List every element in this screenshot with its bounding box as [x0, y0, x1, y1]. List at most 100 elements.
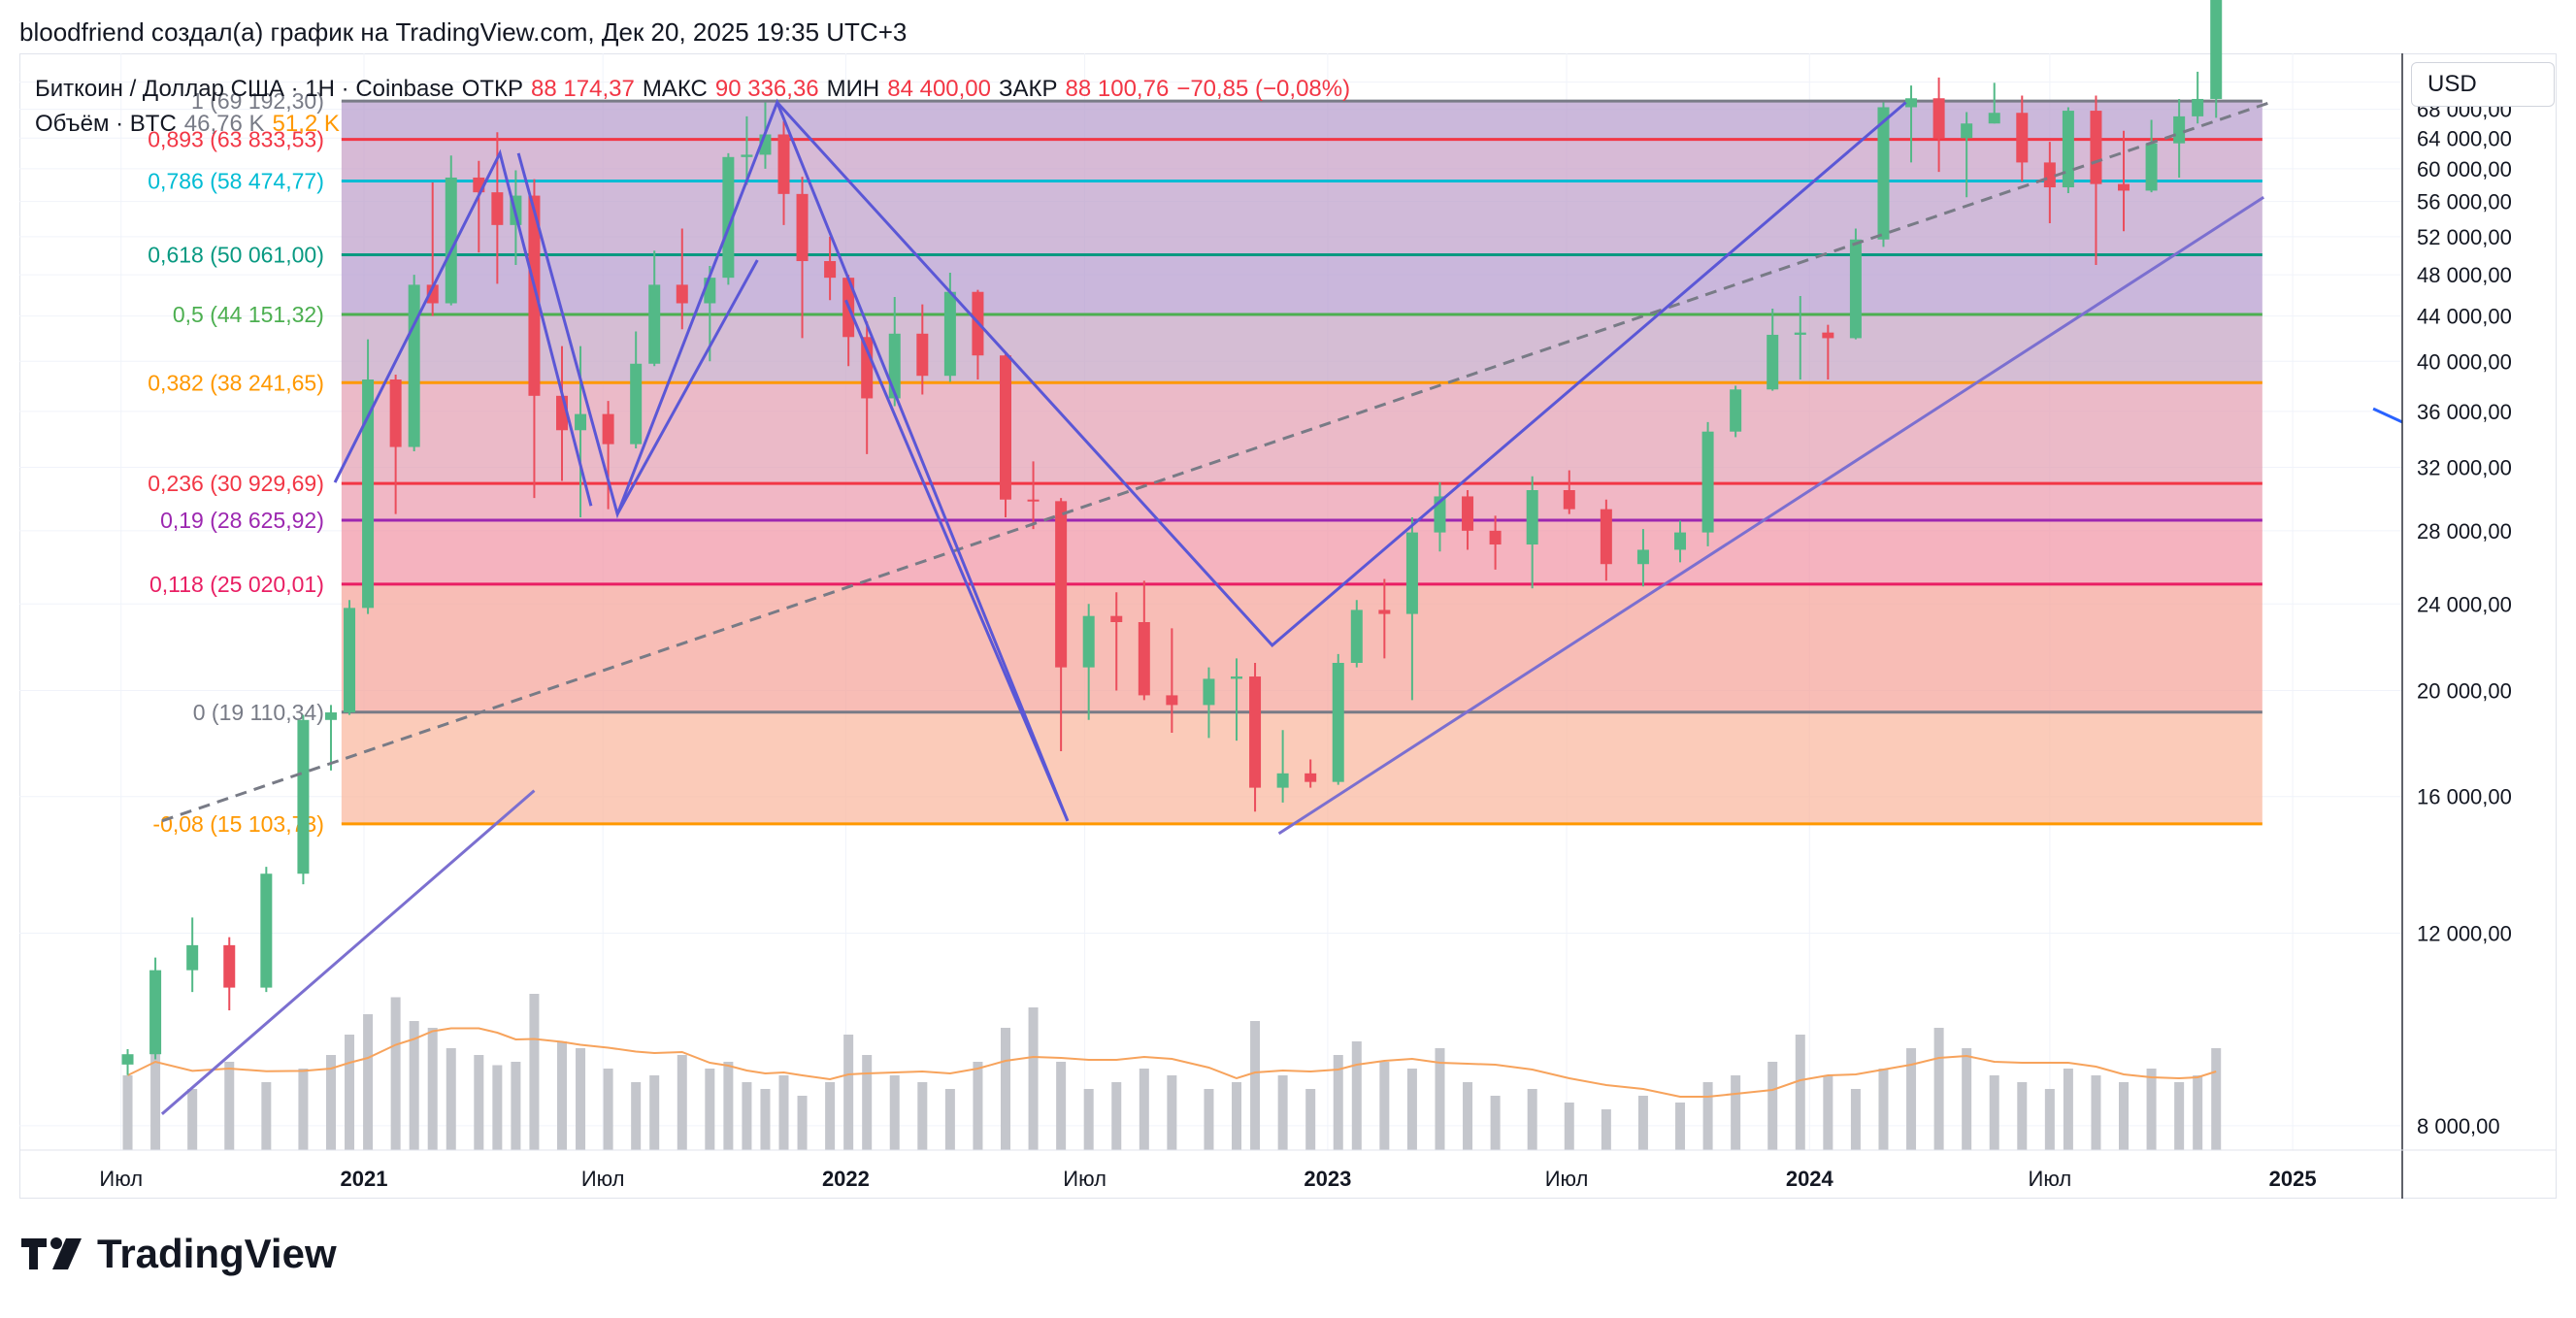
volume-bar: [1850, 1089, 1861, 1150]
candle-body: [2173, 115, 2186, 144]
fib-retracement: 1 (69 192,30) 0,893 (63 833,53) 0,786 (58 …: [148, 88, 2262, 837]
volume-bar: [511, 1062, 521, 1150]
fib-zone: [341, 313, 2262, 383]
volume-bar: [825, 1082, 836, 1150]
y-tick-label: 52 000,00: [2417, 225, 2512, 249]
volume-bar: [889, 1075, 900, 1150]
candle-body: [297, 719, 310, 874]
symbol-name[interactable]: Биткоин / Доллар США · 1Н · Coinbase: [35, 76, 454, 102]
open-label: ОТКР: [461, 76, 524, 102]
candle-body: [344, 608, 356, 713]
y-tick-label: 20 000,00: [2417, 679, 2512, 704]
candle-body: [1055, 501, 1068, 668]
candle-body: [2192, 98, 2204, 116]
candle-body: [2016, 113, 2029, 163]
x-tick-label: Июл: [581, 1167, 625, 1191]
volume-row: Объём · BTC 46,76 K 51,2 K: [35, 107, 1350, 142]
volume-bar: [557, 1041, 568, 1150]
pattern-leg: [776, 101, 1907, 647]
fib-zone: [341, 139, 2262, 181]
candle-body: [1405, 532, 1418, 614]
candle-body: [722, 156, 735, 279]
candle-body: [389, 379, 402, 447]
x-tick-label: 2022: [822, 1167, 870, 1191]
volume-bar: [843, 1035, 854, 1150]
candle-body: [1822, 332, 1834, 339]
volume-bar: [723, 1062, 734, 1150]
candle-body: [741, 154, 753, 157]
volume-bar: [2044, 1089, 2055, 1150]
fib-level-label: 0,618 (50 061,00): [148, 243, 324, 268]
pattern-leg: [333, 148, 593, 507]
pattern-leg: [844, 299, 1070, 822]
candle-body: [1082, 615, 1095, 668]
candle-body: [2043, 162, 2056, 188]
volume-ma-line: [127, 1027, 2217, 1098]
change-value: −70,85 (−0,08%): [1176, 76, 1351, 102]
volume-bar: [2017, 1082, 2028, 1150]
candle-body: [1305, 773, 1317, 782]
volume-bar: [409, 1021, 419, 1150]
volume-bar: [677, 1055, 687, 1150]
volume-bar: [1731, 1075, 1741, 1150]
volume-bar: [1490, 1096, 1501, 1150]
volume-bar: [2193, 1075, 2203, 1150]
candle-body: [916, 333, 929, 377]
candle-body: [1138, 621, 1150, 696]
candle-body: [1350, 610, 1363, 663]
volume-bar: [122, 1075, 133, 1150]
y-tick-label: 24 000,00: [2417, 592, 2512, 616]
candle-body: [1000, 355, 1012, 500]
fib-zone: [341, 711, 2262, 824]
x-tick-label: 2025: [2269, 1167, 2317, 1191]
volume-bar: [224, 1062, 235, 1150]
volume-bar: [1463, 1082, 1473, 1150]
candle-body: [1932, 98, 1945, 139]
volume-label[interactable]: Объём · BTC: [35, 111, 177, 137]
volume-bar: [1305, 1089, 1316, 1150]
volume-bar: [390, 997, 401, 1150]
fib-level-label: 0,236 (30 929,69): [148, 471, 324, 496]
volume-bar: [1675, 1103, 1686, 1150]
volume-bar: [1028, 1007, 1039, 1150]
candle-body: [824, 261, 837, 279]
candle-body: [2145, 143, 2158, 191]
volume-bar: [1878, 1069, 1889, 1150]
y-tick-label: 8 000,00: [2417, 1114, 2500, 1138]
volume-bar: [797, 1096, 808, 1150]
volume-bar: [1702, 1082, 1713, 1150]
symbol-row: Биткоин / Доллар США · 1Н · Coinbase ОТК…: [35, 72, 1350, 107]
candle-body: [861, 337, 874, 399]
volume-bar: [1933, 1028, 1944, 1150]
volume-bar: [631, 1082, 642, 1150]
dashed-trend-line: [161, 101, 2271, 823]
candle-body: [1730, 389, 1742, 432]
candle-body: [2090, 111, 2102, 184]
candle-body: [1378, 610, 1391, 614]
candle-body: [223, 944, 236, 988]
candle-body: [1961, 123, 1973, 139]
volume-bar: [2063, 1069, 2073, 1150]
x-tick-label: 2023: [1304, 1167, 1351, 1191]
volume-bar: [363, 1014, 374, 1150]
volume-bar: [1564, 1103, 1574, 1150]
y-tick-label: 56 000,00: [2417, 190, 2512, 214]
candle-body: [1701, 431, 1714, 533]
high-value: 90 336,36: [714, 76, 819, 102]
candle-body: [1674, 532, 1687, 550]
volume-bar: [742, 1082, 752, 1150]
volume-bar: [1989, 1075, 1999, 1150]
y-tick-label: 48 000,00: [2417, 263, 2512, 287]
candle-body: [1988, 113, 2000, 124]
candle-body: [149, 970, 162, 1055]
y-tick-label: 32 000,00: [2417, 456, 2512, 480]
volume-bar: [2211, 1048, 2222, 1150]
candle-body: [1166, 695, 1178, 706]
volume-bar: [760, 1089, 771, 1150]
currency-selector[interactable]: USD: [2411, 62, 2555, 107]
candle-body: [1231, 676, 1243, 679]
volume-bar: [446, 1048, 456, 1150]
volume-bar: [325, 1055, 336, 1150]
candle-body: [1877, 107, 1890, 240]
